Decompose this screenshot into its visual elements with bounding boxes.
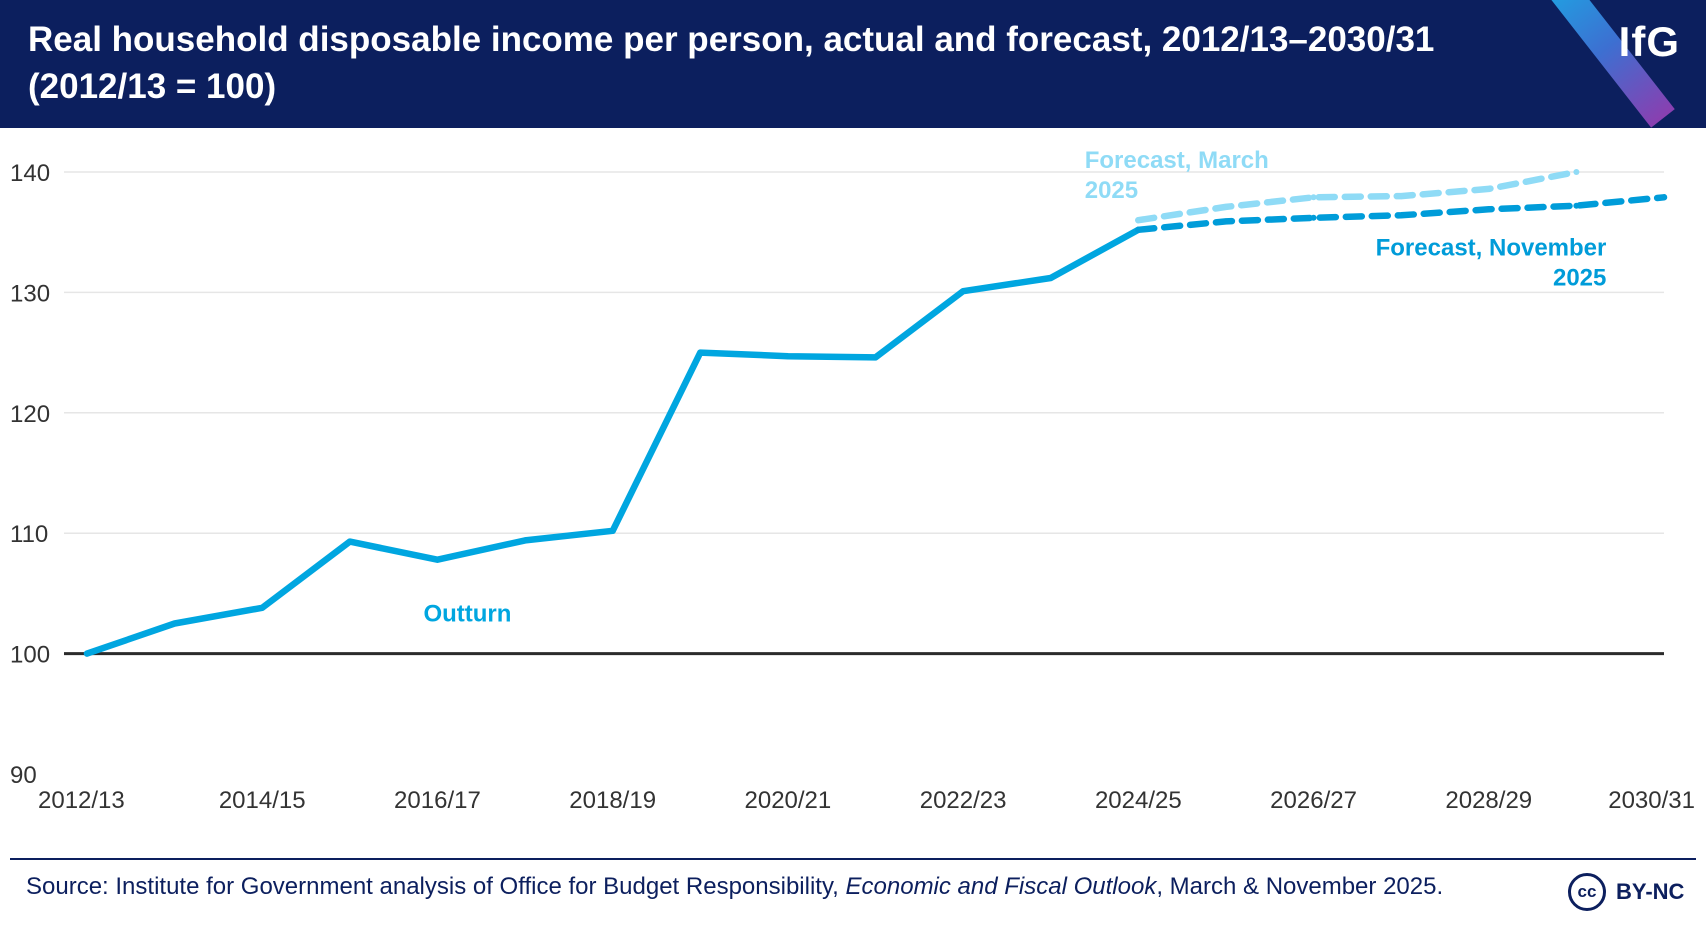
series-label-forecast-november-2025-line-1: Forecast, November (1376, 234, 1607, 261)
ifg-logo: IfG (1618, 18, 1680, 65)
data-point-outturn-2023-24 (1047, 274, 1054, 281)
data-point-forecast-november-2025-2025-26 (1222, 218, 1229, 225)
chart-header: Real household disposable income per per… (0, 0, 1706, 128)
license-badge: cc BY-NC (1568, 873, 1684, 911)
series-label-forecast-march-2025-line-1: Forecast, March (1085, 147, 1269, 174)
data-point-outturn-2020-21 (784, 353, 791, 360)
y-tick-label-140: 140 (10, 160, 50, 187)
data-point-outturn-2017-18 (522, 537, 529, 544)
series-label-forecast-march-2025-line-2: 2025 (1085, 177, 1138, 204)
y-tick-label-130: 130 (10, 280, 50, 307)
x-tick-label-2026-27: 2026/27 (1270, 787, 1357, 814)
x-tick-label-2022-23: 2022/23 (920, 787, 1007, 814)
data-point-outturn-2016-17 (434, 556, 441, 563)
x-tick-label-2030-31: 2030/31 (1608, 787, 1695, 814)
x-tick-label-2012-13: 2012/13 (38, 787, 125, 814)
x-tick-label-2014-15: 2014/15 (219, 787, 306, 814)
data-point-outturn-2013-14 (171, 620, 178, 627)
source-prefix: Source: Institute for Government analysi… (26, 873, 846, 900)
data-point-forecast-march-2025-2026-27 (1310, 194, 1317, 201)
data-point-forecast-november-2025-2026-27 (1310, 214, 1317, 221)
data-point-forecast-march-2025-2024-25 (1135, 217, 1142, 224)
series-line-forecast-march-2025 (1135, 168, 1580, 224)
line-chart: 90 100 110 120 130 140 2012/13 2014/15 2016/17 20… (10, 147, 1695, 814)
source-publication: Economic and Fiscal Outlook (845, 873, 1157, 900)
data-point-forecast-november-2025-2029-30 (1573, 202, 1580, 209)
data-point-forecast-march-2025-2027-28 (1398, 193, 1405, 200)
source-note: Source: Institute for Government analysi… (26, 873, 1443, 901)
data-point-forecast-november-2025-2024-25 (1135, 226, 1142, 233)
y-tick-label-120: 120 (10, 401, 50, 428)
data-point-outturn-2019-20 (697, 349, 704, 356)
y-tick-label-100: 100 (10, 642, 50, 669)
creative-commons-icon: cc (1568, 873, 1606, 911)
data-point-forecast-november-2025-2028-29 (1485, 206, 1492, 213)
data-point-outturn-2015-16 (346, 538, 353, 545)
series-label-forecast-november-2025-line-2: 2025 (1553, 264, 1606, 291)
data-point-outturn-2012-13 (84, 650, 90, 657)
series-line-outturn (83, 226, 1142, 657)
x-tick-label-2016-17: 2016/17 (394, 787, 481, 814)
data-point-outturn-2014-15 (259, 604, 266, 611)
data-point-forecast-november-2025-2030-31 (1661, 194, 1667, 201)
y-tick-label-90: 90 (10, 762, 37, 789)
data-point-outturn-2022-23 (960, 288, 967, 295)
chart-title: Real household disposable income per per… (28, 20, 1435, 106)
data-point-forecast-march-2025-2029-30 (1573, 169, 1580, 175)
footer-divider (10, 858, 1696, 860)
source-suffix: , March & November 2025. (1156, 873, 1444, 900)
x-tick-label-2018-19: 2018/19 (569, 787, 656, 814)
data-point-outturn-2018-19 (609, 527, 616, 534)
data-point-outturn-2021-22 (872, 354, 879, 361)
data-point-forecast-november-2025-2027-28 (1398, 212, 1405, 219)
x-tick-label-2020-21: 2020/21 (745, 787, 832, 814)
data-point-forecast-march-2025-2028-29 (1485, 185, 1492, 192)
x-tick-label-2024-25: 2024/25 (1095, 787, 1182, 814)
x-tick-label-2028-29: 2028/29 (1445, 787, 1532, 814)
license-text: BY-NC (1616, 879, 1685, 904)
y-tick-label-110: 110 (10, 521, 48, 548)
series-label-outturn-line-1: Outturn (423, 601, 511, 628)
data-point-forecast-march-2025-2025-26 (1222, 203, 1229, 210)
